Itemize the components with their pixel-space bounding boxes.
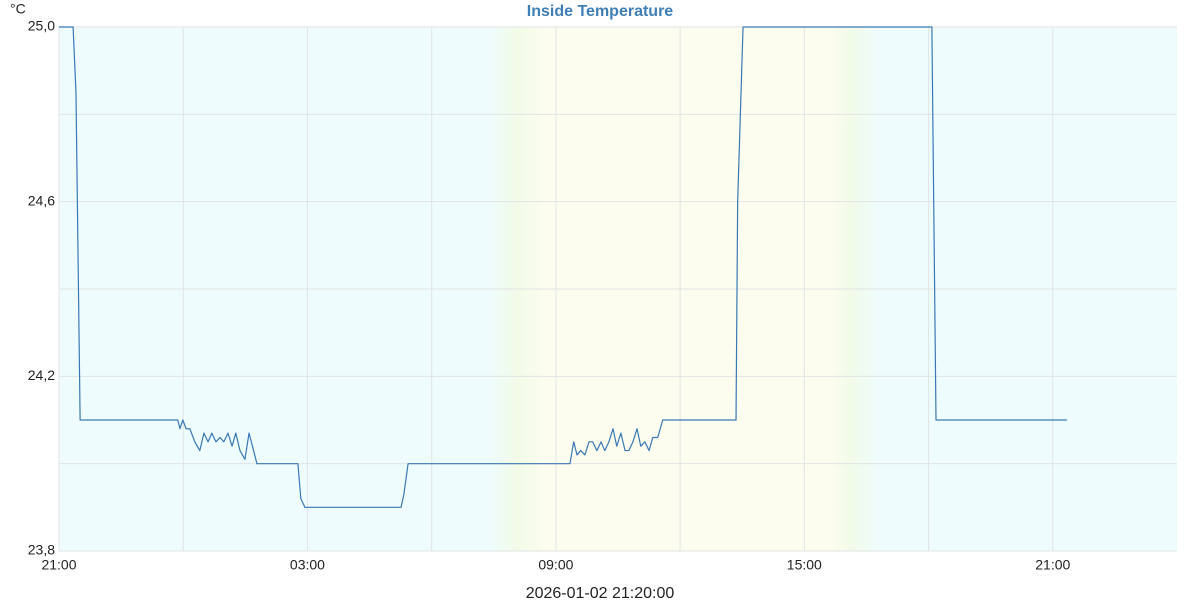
y-tick-label: 24,6 — [28, 192, 55, 208]
y-tick-label: 25,0 — [28, 18, 55, 34]
data-line — [59, 26, 1067, 508]
x-tick-label: 15:00 — [787, 557, 822, 573]
x-axis-label: 2026-01-02 21:20:00 — [526, 585, 675, 600]
x-tick-label: 09:00 — [538, 557, 573, 573]
x-tick-label: 21:00 — [1035, 557, 1070, 573]
x-tick-label: 21:00 — [41, 557, 76, 573]
y-unit: °C — [10, 1, 26, 17]
chart-title: Inside Temperature — [527, 3, 674, 20]
y-tick-label: 24,2 — [28, 367, 55, 383]
x-tick-label: 03:00 — [290, 557, 325, 573]
y-tick-label: 23,8 — [28, 542, 55, 558]
